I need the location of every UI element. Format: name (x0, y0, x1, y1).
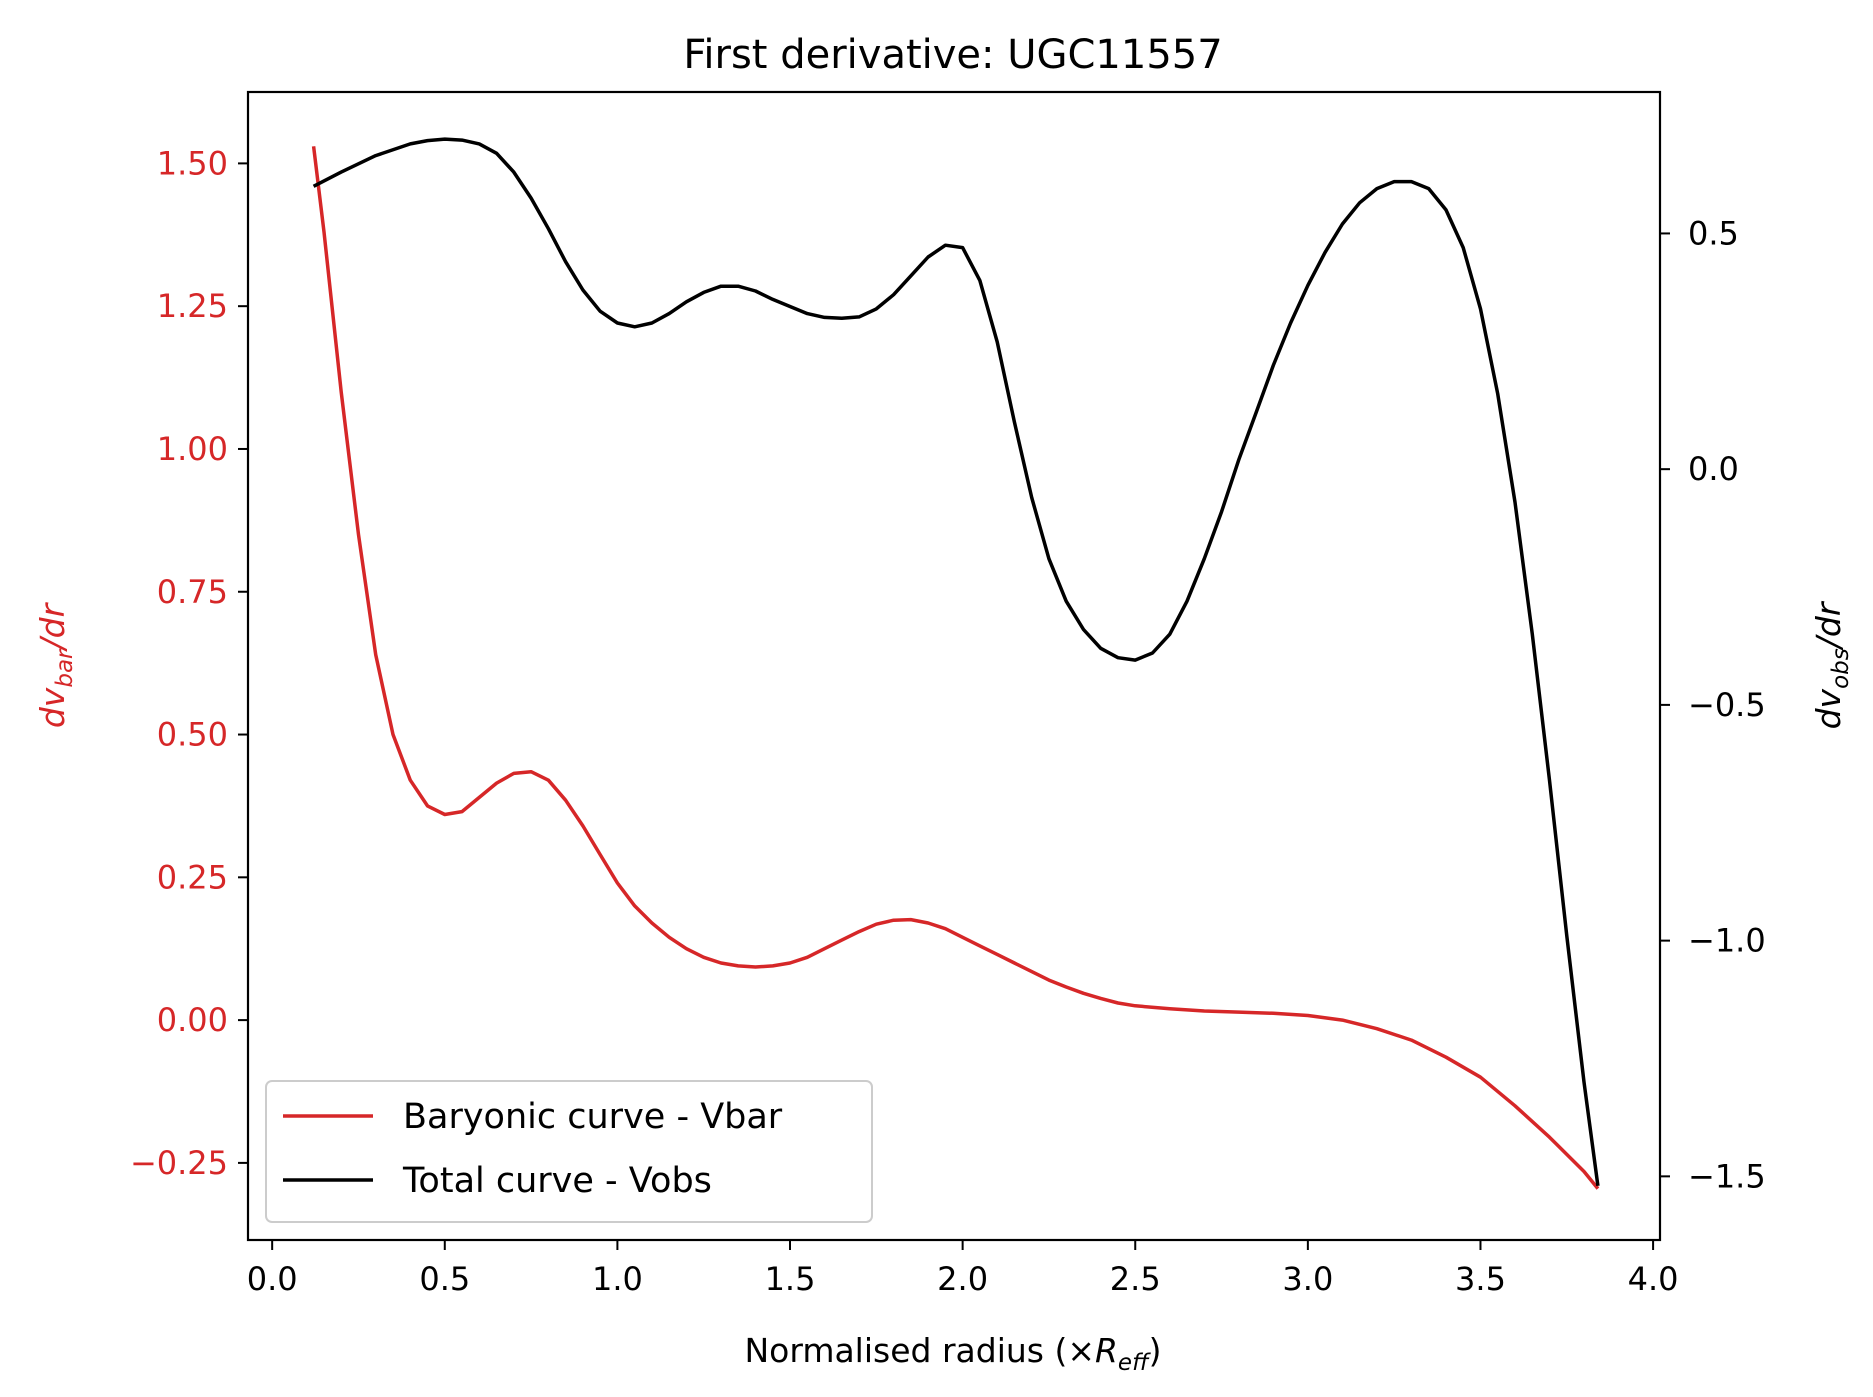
y-axis-right-label-post: /dr (1809, 600, 1848, 651)
y-right-tick-label: 0.5 (1688, 214, 1739, 252)
x-axis: 0.0 0.5 1.0 1.5 2.0 2.5 3.0 3.5 4.0 (247, 1240, 1679, 1298)
y-axis-left-label: dvbar/dr (33, 601, 78, 728)
y-axis-right-label-sub: obs (1828, 648, 1854, 689)
x-axis-label-var: R (1095, 1331, 1118, 1370)
y-axis-right-label: dvobs/dr (1809, 600, 1854, 729)
y-left-tick-label: 0.25 (157, 858, 228, 896)
y-right-tick-label: −1.5 (1688, 1157, 1766, 1195)
y-right-tick-label: −1.0 (1688, 922, 1766, 960)
x-tick-label: 0.0 (247, 1260, 298, 1298)
x-axis-label: Normalised radius (×Reff) (744, 1331, 1161, 1376)
series-line-total (312, 137, 1600, 1187)
chart-title: First derivative: UGC11557 (683, 32, 1222, 78)
y-left-tick-label: 0.00 (157, 1001, 228, 1039)
legend-box (265, 1080, 873, 1223)
x-tick-label: 3.5 (1455, 1260, 1506, 1298)
y-axis-left-label-sub: bar (52, 648, 78, 688)
legend-label-total: Total curve - Vobs (402, 1161, 712, 1201)
y-axis-right: −1.5 −1.0 −0.5 0.0 0.5 (1660, 214, 1766, 1195)
legend: Baryonic curve - Vbar Total curve - Vobs (265, 1080, 873, 1223)
x-axis-label-sub: eff (1118, 1350, 1151, 1376)
y-left-tick-label: 1.25 (157, 287, 228, 325)
x-tick-label: 4.0 (1628, 1260, 1679, 1298)
legend-label-baryonic: Baryonic curve - Vbar (403, 1097, 783, 1137)
y-right-tick-label: 0.0 (1688, 450, 1739, 488)
y-axis-left: −0.25 0.00 0.25 0.50 0.75 1.00 1.25 1.50 (130, 144, 248, 1182)
series-line-baryonic (311, 146, 1600, 1190)
y-axis-right-label-pre: dv (1809, 688, 1848, 729)
y-axis-left-label-post: /dr (33, 601, 72, 652)
x-tick-label: 2.5 (1110, 1260, 1161, 1298)
y-axis-left-label-pre: dv (33, 687, 72, 728)
y-right-tick-label: −0.5 (1688, 686, 1766, 724)
y-left-tick-label: −0.25 (130, 1144, 228, 1182)
x-tick-label: 2.0 (937, 1260, 988, 1298)
x-tick-label: 0.5 (419, 1260, 470, 1298)
y-left-tick-label: 1.00 (157, 430, 228, 468)
x-axis-label-close: ) (1149, 1331, 1162, 1370)
x-tick-label: 3.0 (1282, 1260, 1333, 1298)
x-tick-label: 1.0 (592, 1260, 643, 1298)
y-left-tick-label: 0.50 (157, 716, 228, 754)
y-left-tick-label: 0.75 (157, 573, 228, 611)
plot-frame (246, 90, 1662, 1242)
y-left-tick-label: 1.50 (157, 144, 228, 182)
series-layer (311, 137, 1600, 1190)
x-axis-label-main: Normalised radius (× (744, 1331, 1095, 1370)
x-tick-label: 1.5 (765, 1260, 816, 1298)
